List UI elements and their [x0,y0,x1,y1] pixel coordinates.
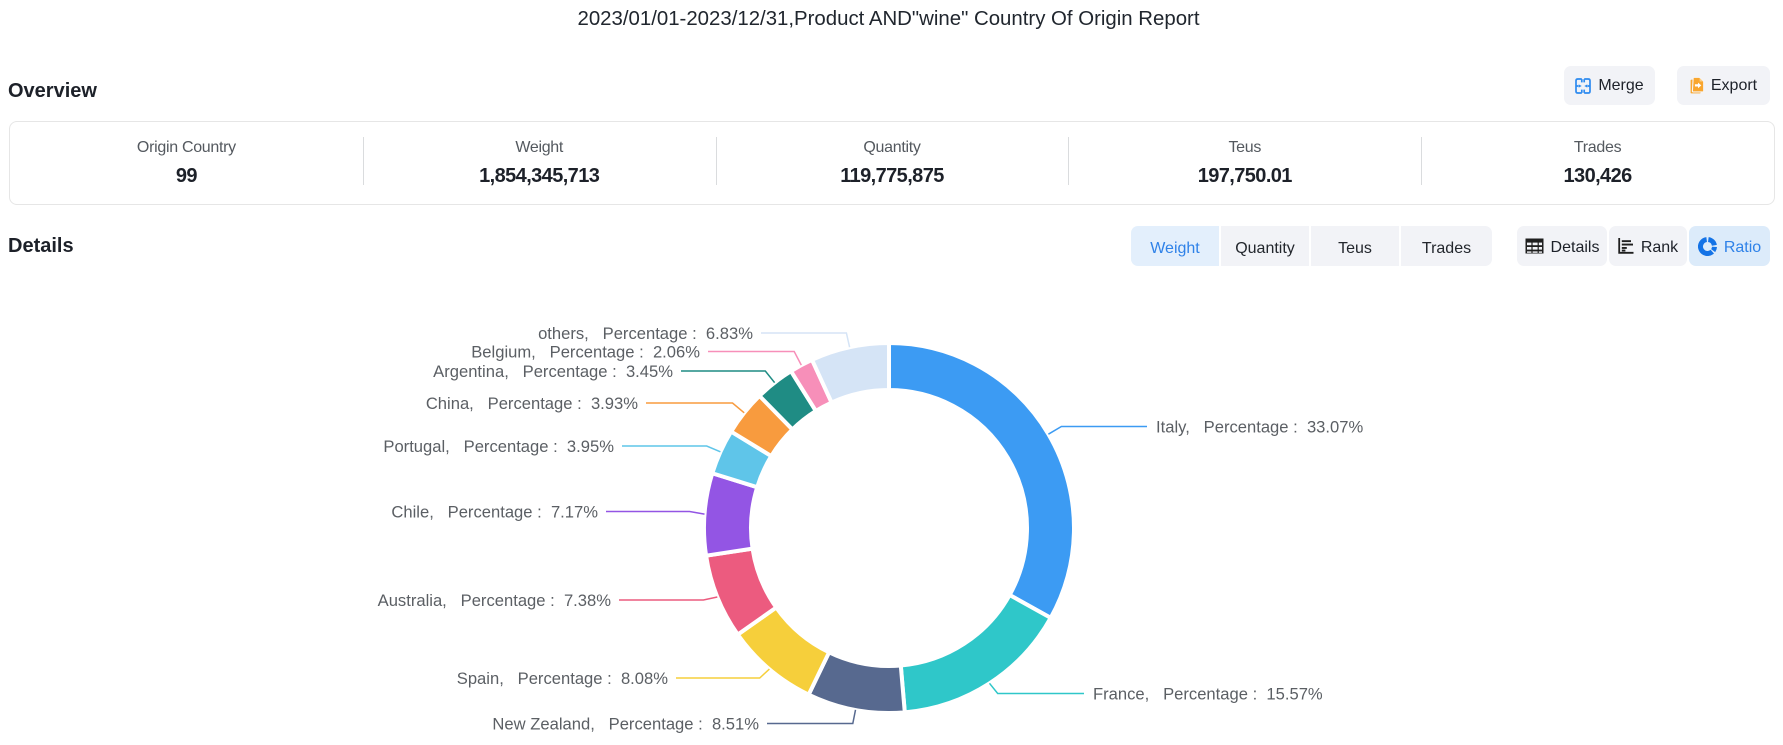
svg-text:Portugal, Percentage : 3.95: Portugal, Percentage : 3.95% [383,437,614,456]
svg-text:China, Percentage : 3.93%: China, Percentage : 3.93% [426,394,638,413]
svg-text:others, Percentage : 6.83%: others, Percentage : 6.83% [538,324,753,343]
svg-text:Chile, Percentage : 7.17%: Chile, Percentage : 7.17% [391,503,598,522]
svg-text:Spain, Percentage : 8.08%: Spain, Percentage : 8.08% [457,669,668,688]
svg-text:France, Percentage : 15.57%: France, Percentage : 15.57% [1093,685,1323,704]
svg-text:Australia, Percentage : 7.3: Australia, Percentage : 7.38% [378,591,612,610]
svg-text:Belgium, Percentage : 2.06%: Belgium, Percentage : 2.06% [471,343,700,362]
svg-text:Italy, Percentage : 33.07%: Italy, Percentage : 33.07% [1156,418,1363,437]
svg-text:Argentina, Percentage : 3.4: Argentina, Percentage : 3.45% [433,362,673,381]
svg-text:New Zealand, Percentage : 8: New Zealand, Percentage : 8.51% [492,715,759,734]
